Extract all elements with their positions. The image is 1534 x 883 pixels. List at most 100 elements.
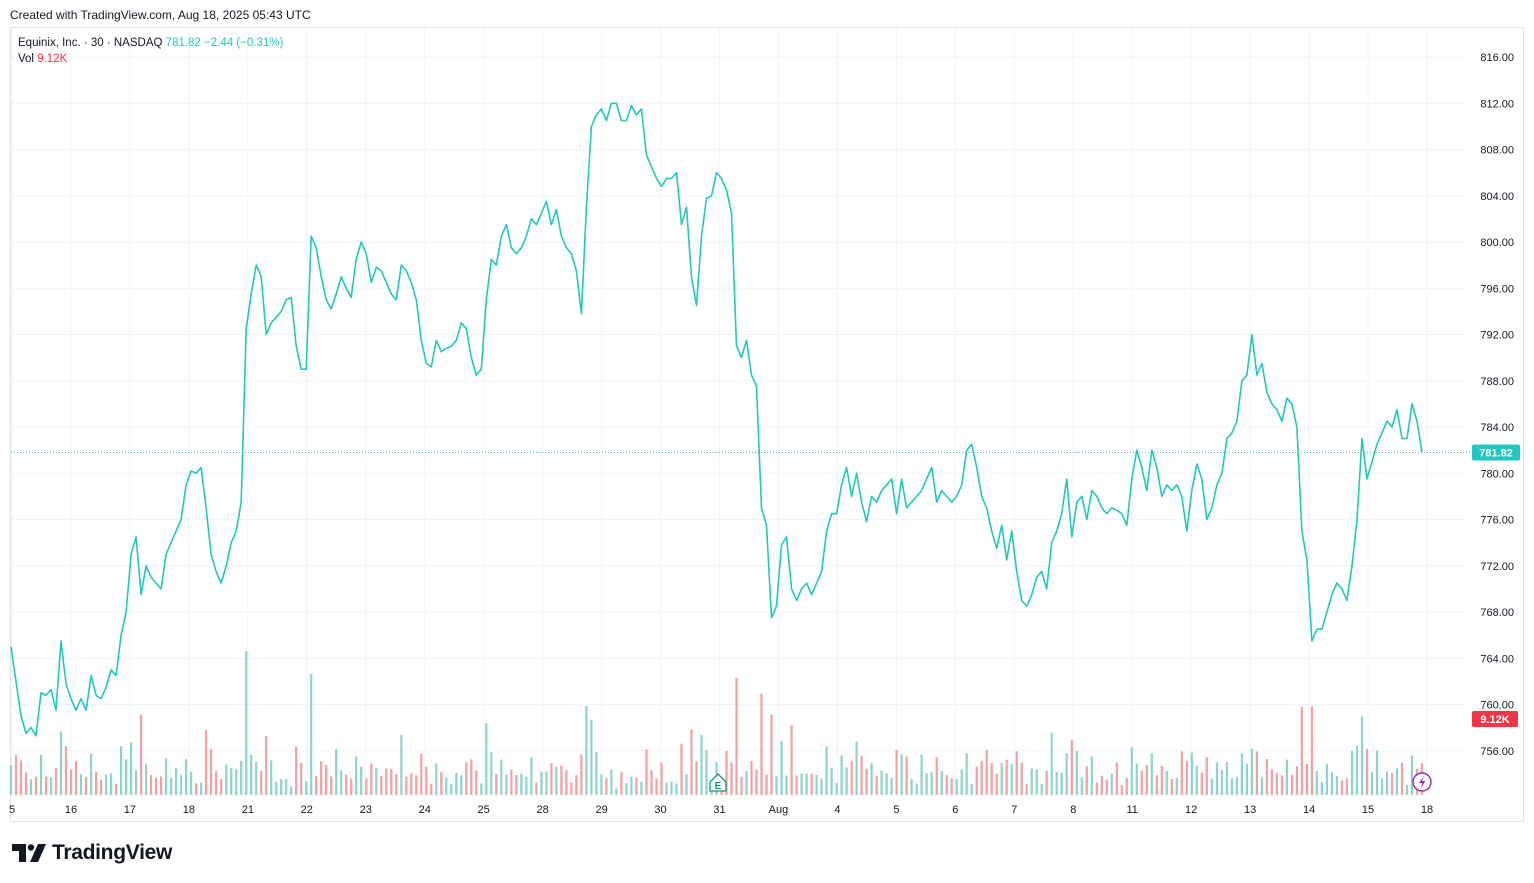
volume-bar: [270, 760, 273, 795]
volume-bar: [115, 783, 118, 795]
volume-bar: [795, 775, 798, 795]
volume-bar: [355, 756, 358, 795]
volume-bar: [490, 752, 493, 795]
volume-bar: [44, 776, 48, 795]
x-tick-label: 29: [595, 804, 607, 816]
volume-bar: [750, 761, 753, 795]
volume-bar: [610, 769, 613, 795]
volume-bar: [535, 782, 538, 795]
volume-bar: [1365, 749, 1369, 795]
volume-bar: [1070, 740, 1073, 795]
volume-bar: [14, 755, 18, 795]
volume-bar: [350, 778, 353, 795]
y-tick-label: 764.00: [1480, 653, 1514, 665]
volume-bar: [1205, 757, 1208, 795]
x-tick-label: 8: [1070, 804, 1076, 816]
x-tick-label: 21: [242, 804, 254, 816]
volume-bar: [995, 773, 998, 795]
volume-bar: [845, 767, 848, 795]
volume-bar: [1030, 768, 1033, 795]
volume-bar: [850, 761, 853, 795]
y-tick-label: 800.00: [1480, 237, 1514, 249]
volume-bar: [415, 775, 418, 795]
volume-bar: [1405, 785, 1409, 795]
y-tick-label: 812.00: [1480, 98, 1514, 110]
volume-bar: [730, 762, 733, 795]
volume-bar: [1175, 777, 1178, 795]
volume-bar: [790, 725, 793, 795]
volume-bar: [155, 777, 158, 795]
volume-bar: [885, 773, 888, 795]
volume-bar: [840, 755, 843, 795]
volume-bar: [69, 769, 73, 795]
y-tick-label: 804.00: [1480, 191, 1514, 203]
volume-bar: [225, 764, 228, 795]
volume-bar: [195, 783, 198, 795]
volume-bar: [950, 778, 953, 795]
volume-bar: [1275, 773, 1278, 795]
volume-bar: [95, 771, 98, 795]
volume-bar: [760, 693, 763, 795]
volume-bar: [1330, 772, 1333, 795]
x-tick-label: 14: [1303, 804, 1315, 816]
volume-bar: [1050, 732, 1053, 795]
earnings-marker[interactable]: E: [709, 773, 727, 792]
x-tick-label: 12: [1185, 804, 1197, 816]
volume-bar: [670, 781, 673, 795]
lightning-icon[interactable]: [1412, 772, 1432, 792]
legend-volume-row: Vol 9.12K: [18, 51, 283, 67]
volume-bar: [400, 735, 403, 795]
volume-bar: [410, 773, 413, 795]
volume-bar: [770, 714, 773, 795]
volume-bar: [39, 754, 43, 795]
x-tick-label: 18: [183, 804, 195, 816]
volume-bar: [1165, 771, 1168, 795]
volume-bar: [755, 769, 758, 795]
volume-bar: [855, 741, 858, 795]
volume-bar: [360, 766, 363, 795]
volume-bar: [395, 774, 398, 795]
volume-bar: [1075, 751, 1078, 795]
volume-bar: [990, 763, 993, 795]
volume-bar: [625, 783, 628, 795]
volume-bar: [440, 771, 443, 795]
volume-bar: [1240, 753, 1243, 795]
volume-bar: [740, 776, 743, 795]
volume-bar: [59, 731, 63, 795]
volume-bar: [595, 752, 598, 795]
price-axis: 816.00 812.00 808.00 804.00 800.00 796.00 792.…: [1480, 52, 1514, 758]
volume-bar: [900, 754, 903, 795]
y-tick-label: 756.00: [1480, 746, 1514, 758]
volume-bar: [465, 762, 468, 795]
legend-symbol: Equinix, Inc. · 30 · NASDAQ: [18, 37, 163, 49]
volume-bar: [1105, 779, 1108, 795]
volume-bar: [1400, 762, 1404, 795]
y-tick-label: 788.00: [1480, 376, 1514, 388]
volume-bar: [960, 769, 963, 795]
volume-bar: [940, 771, 943, 795]
tradingview-logo[interactable]: TradingView: [12, 840, 172, 866]
volume-bar: [580, 754, 583, 795]
volume-bar: [480, 783, 483, 795]
volume-bar: [290, 786, 293, 795]
volume-bar: [1360, 716, 1364, 795]
volume-bar: [1120, 785, 1123, 795]
volume-bar: [1380, 778, 1384, 795]
volume-bar: [1185, 760, 1188, 795]
volume-bar: [600, 774, 603, 795]
volume-bar: [975, 766, 978, 795]
volume-bar: [1160, 765, 1163, 795]
volume-bar: [1080, 777, 1083, 795]
volume-bar: [110, 773, 113, 795]
volume-bar: [805, 773, 808, 795]
volume-bar: [520, 773, 523, 795]
legend-change: −2.44 (−0.31%): [204, 37, 284, 49]
volume-bar: [90, 753, 93, 795]
volume-bar: [1065, 753, 1068, 795]
x-tick-label: 13: [1244, 804, 1256, 816]
volume-bar: [345, 774, 348, 795]
volume-bar: [485, 723, 488, 795]
volume-bar: [965, 753, 968, 795]
volume-bar: [335, 749, 338, 795]
